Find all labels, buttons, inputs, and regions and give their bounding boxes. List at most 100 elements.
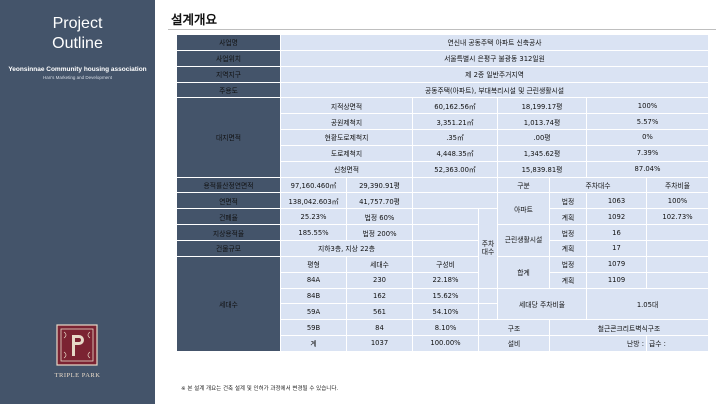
site-row-ratio: 0% [585, 129, 710, 146]
empty-cell [412, 208, 479, 226]
parking-header-ratio: 주차비율 [645, 176, 710, 194]
title-line-outline: Outline [52, 35, 103, 52]
association-name: Yeonsinnae Community housing association [8, 66, 147, 73]
empty-cell [645, 271, 710, 289]
unit-type: 59A [280, 303, 347, 321]
table-row: 지상용적율 185.55% 법정 200% 근린생활시설 법정 16 [176, 224, 710, 257]
empty-cell [645, 239, 710, 257]
label-location: 사업위치 [176, 49, 281, 67]
table-row: 주용도 공동주택(아파트), 부대복리시설 및 근린생활시설 [176, 81, 710, 99]
site-row-label: 지적상면적 [280, 97, 413, 115]
unit-type: 59B [280, 319, 347, 337]
empty-cell [478, 287, 498, 305]
title-divider [168, 29, 716, 30]
empty-cell [412, 192, 498, 210]
parking-apt-plan-ratio: 102.73% [645, 208, 710, 226]
site-row-label: 현황도로제척지 [280, 129, 413, 146]
parking-apt-legal-ratio: 100% [645, 192, 710, 210]
table-row: 용적률산정연면적 97,160.460㎡ 29,390.91평 구분 주차대수 … [176, 176, 710, 194]
footnote: ※ 본 설계 개요는 건축 설계 및 인허가 과정에서 변경될 수 있습니다. [181, 386, 339, 392]
site-row-sqm: .35㎡ [412, 129, 498, 146]
site-row-sqm: 4,448.35㎡ [412, 144, 498, 162]
unit-type: 84B [280, 287, 347, 305]
logo-wordmark: TRIPLE PARK [54, 372, 101, 379]
unit-count: 561 [346, 303, 413, 321]
page-title: 설계개요 [171, 12, 218, 27]
site-row-label: 신청면적 [280, 160, 413, 178]
association-subtitle: Han's Marketing and Development [43, 75, 112, 80]
unit-total-count: 1037 [346, 335, 413, 352]
coverage-legal: 법정 60% [346, 208, 413, 226]
table-row: 대지면적 지적상면적 60,162.56㎡ 18,199.17평 100% [176, 97, 710, 178]
empty-cell [412, 224, 479, 241]
location-value: 서울특별시 은평구 불광동 312일원 [279, 49, 710, 67]
parking-header-type: 구분 [497, 176, 550, 194]
site-row-ratio: 7.39% [585, 144, 710, 162]
far-area-pyeong: 29,390.91평 [346, 176, 413, 194]
site-row-ratio: 100% [585, 97, 710, 115]
triple-park-monogram-icon [56, 324, 98, 366]
table-row: 계 1037 100.00% 설비 난방 : 급수 : [177, 335, 710, 352]
unit-total-label: 계 [280, 335, 347, 352]
unit-ratio: 8.10% [412, 319, 479, 337]
parking-apt-legal-label: 법정 [549, 192, 587, 210]
parking-total-plan-label: 계획 [549, 271, 587, 289]
total-area-sqm: 138,042.603㎡ [280, 192, 347, 210]
label-site-area: 대지면적 [176, 97, 281, 178]
table-row: 지역지구 제 2종 일반주거지역 [176, 65, 710, 83]
site-row-ratio: 5.57% [585, 113, 710, 131]
site-row-pyeong: 1,013.74평 [497, 113, 587, 131]
site-row-label: 도로제척지 [280, 144, 413, 162]
scale-value: 지하3층, 지상 22층 [280, 239, 413, 257]
table-row: 사업위치 서울특별시 은평구 불광동 312일원 [176, 49, 710, 67]
parking-apt-label: 아파트 [497, 192, 550, 226]
district-value: 제 2종 일반주거지역 [279, 65, 710, 83]
site-row-pyeong: 15,839.81평 [497, 160, 587, 178]
label-households: 세대수 [176, 255, 281, 352]
label-far-floor-area: 용적률산정연면적 [176, 176, 281, 194]
site-row-pyeong: 18,199.17평 [497, 97, 587, 115]
label-total-floor-area: 연면적 [176, 192, 281, 210]
table-row: 공원제척지 3,351.21㎡ 1,013.74평 5.57% [177, 113, 710, 131]
site-row-pyeong: .00평 [497, 129, 587, 146]
parking-total-legal-label: 법정 [549, 255, 587, 273]
design-overview-table: 사업명 연신내 공동주택 아파트 신축공사 사업위치 서울특별시 은평구 불광동… [176, 34, 710, 352]
parking-apt-legal: 1063 [586, 192, 647, 210]
project-name-value: 연신내 공동주택 아파트 신축공사 [279, 34, 710, 51]
table-row: 건폐율 25.23% 법정 60% 주차 대수 계획 1092 102.73% [176, 208, 710, 289]
parking-header-count: 주차대수 [549, 176, 647, 194]
label-project-name: 사업명 [176, 34, 281, 51]
structure-label: 구조 [478, 319, 550, 337]
unit-header-count: 세대수 [346, 255, 413, 273]
unit-count: 162 [346, 287, 413, 305]
parking-retail-plan: 17 [586, 239, 647, 257]
table-row: 건물규모 지하3층, 지상 22층 계획 17 [176, 239, 710, 257]
far-area-sqm: 97,160.460㎡ [280, 176, 347, 194]
project-outline-title: Project Outline [0, 14, 155, 54]
parking-retail-plan-label: 계획 [549, 239, 587, 257]
parking-total-legal: 1079 [586, 255, 647, 273]
heating-label: 난방 : [549, 335, 647, 352]
unit-header-type: 평형 [280, 255, 347, 273]
empty-cell [645, 224, 710, 241]
label-use: 주용도 [176, 81, 281, 99]
far-value: 185.55% [280, 224, 347, 241]
table-row: 59A 561 54.10% [177, 303, 709, 321]
label-coverage: 건폐율 [176, 208, 281, 226]
site-row-ratio: 87.04% [585, 160, 710, 178]
unit-count: 84 [346, 319, 413, 337]
equipment-label: 설비 [478, 335, 550, 352]
title-line-project: Project [52, 15, 103, 32]
empty-cell [478, 303, 498, 321]
unit-ratio: 15.62% [412, 287, 479, 305]
use-value: 공동주택(아파트), 부대복리시설 및 근린생활시설 [279, 81, 710, 99]
parking-retail-legal-label: 법정 [549, 224, 587, 241]
unit-ratio: 54.10% [412, 303, 479, 321]
table-row: 도로제척지 4,448.35㎡ 1,345.62평 7.39% [177, 144, 710, 162]
empty-cell [412, 239, 479, 257]
coverage-value: 25.23% [280, 208, 347, 226]
table-row: 사업명 연신내 공동주택 아파트 신축공사 [176, 34, 710, 51]
table-row: 세대수 평형 세대수 구성비 합계 법정 1079 [176, 255, 710, 352]
label-district: 지역지구 [176, 65, 281, 83]
label-far: 지상용적율 [176, 224, 281, 241]
